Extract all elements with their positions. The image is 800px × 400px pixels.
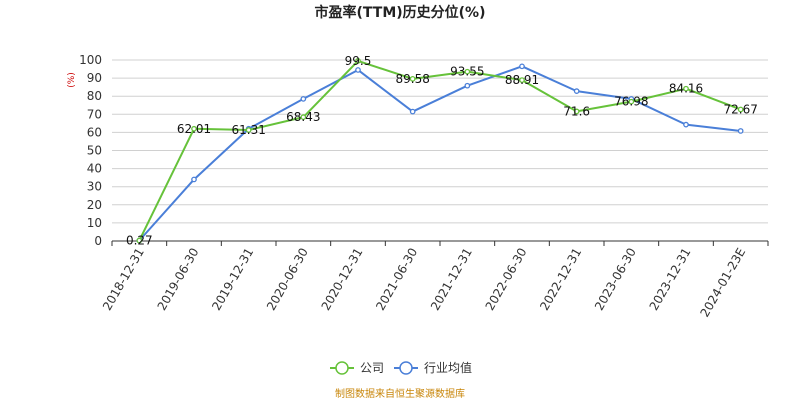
data-point xyxy=(464,82,471,89)
data-label: 68.43 xyxy=(286,110,320,124)
data-point xyxy=(191,176,197,183)
data-labels: 0.27 62.01 61.31 68.43 99.5 89.58 93.55 88.91 71… xyxy=(126,54,758,248)
data-point xyxy=(245,127,252,133)
legend-label: 行业均值 xyxy=(424,360,472,375)
y-tick-label: 100 xyxy=(79,53,102,67)
x-tick-label: 2024-01-23E xyxy=(697,246,748,320)
y-tick-label: 40 xyxy=(87,162,102,176)
y-axis-unit: (%) xyxy=(67,72,77,88)
data-label: 99.5 xyxy=(345,54,372,68)
data-label: 62.01 xyxy=(177,122,211,136)
data-source-note: 制图数据来自恒生聚源数据库 xyxy=(335,387,465,400)
y-axis-ticks: 0 10 20 30 40 50 60 70 80 90 100 xyxy=(79,53,102,248)
x-tick-label: 2022-12-31 xyxy=(537,246,584,313)
x-tick-label: 2020-12-31 xyxy=(319,246,366,313)
legend: 公司 行业均值 xyxy=(330,360,472,375)
x-tick-label: 2023-06-30 xyxy=(592,246,639,313)
data-point xyxy=(355,58,361,64)
x-tick-label: 2018-12-31 xyxy=(100,246,147,313)
data-point xyxy=(355,67,361,73)
data-label: 0.27 xyxy=(126,234,153,248)
x-tick-label: 2019-06-30 xyxy=(155,246,202,313)
data-point xyxy=(300,96,307,102)
x-tick-label: 2021-12-31 xyxy=(428,246,475,313)
y-tick-label: 30 xyxy=(87,180,102,194)
data-point xyxy=(573,108,580,115)
legend-marker xyxy=(399,361,413,375)
data-point xyxy=(573,88,580,94)
x-tick-label: 2020-06-30 xyxy=(264,246,311,313)
x-tick-label: 2022-06-30 xyxy=(483,246,530,313)
x-tick-label: 2023-12-31 xyxy=(647,246,694,313)
data-label: 76.98 xyxy=(614,95,648,109)
y-tick-label: 60 xyxy=(87,125,102,139)
y-tick-label: 80 xyxy=(87,89,102,103)
data-point xyxy=(136,237,143,244)
x-tick-label: 2021-06-30 xyxy=(373,246,420,313)
data-point xyxy=(191,125,197,132)
data-label: 89.58 xyxy=(395,72,429,86)
data-point xyxy=(300,114,307,120)
x-tick-label: 2019-12-31 xyxy=(209,246,256,313)
y-tick-label: 20 xyxy=(87,198,102,212)
x-axis: 2018-12-31 2019-06-30 2019-12-31 2020-06-30… xyxy=(100,240,769,320)
data-point xyxy=(683,121,689,128)
data-label: 84.16 xyxy=(669,82,703,96)
y-tick-label: 10 xyxy=(87,216,102,230)
y-tick-label: 90 xyxy=(87,71,102,85)
series-line xyxy=(138,65,741,242)
data-point xyxy=(464,68,471,75)
data-label: 71.6 xyxy=(563,104,590,118)
chart-title: 市盈率(TTM)历史分位(%) xyxy=(315,4,486,21)
data-point xyxy=(628,98,635,105)
data-label: 61.31 xyxy=(231,123,265,137)
data-point xyxy=(683,85,689,92)
data-label: 88.91 xyxy=(505,73,539,87)
grid-lines xyxy=(112,59,768,224)
data-point xyxy=(737,106,744,113)
legend-marker xyxy=(335,361,349,375)
data-label: 93.55 xyxy=(450,65,484,79)
series-layer xyxy=(136,58,744,244)
y-tick-label: 0 xyxy=(94,234,102,248)
data-point xyxy=(737,128,744,134)
legend-label: 公司 xyxy=(360,361,384,375)
data-label: 72.67 xyxy=(723,102,757,116)
data-point xyxy=(409,108,416,115)
data-point xyxy=(519,63,525,70)
y-tick-label: 50 xyxy=(87,144,102,158)
y-tick-label: 70 xyxy=(87,107,102,121)
data-point xyxy=(409,76,416,82)
series-line xyxy=(138,59,742,241)
data-point xyxy=(519,77,525,83)
